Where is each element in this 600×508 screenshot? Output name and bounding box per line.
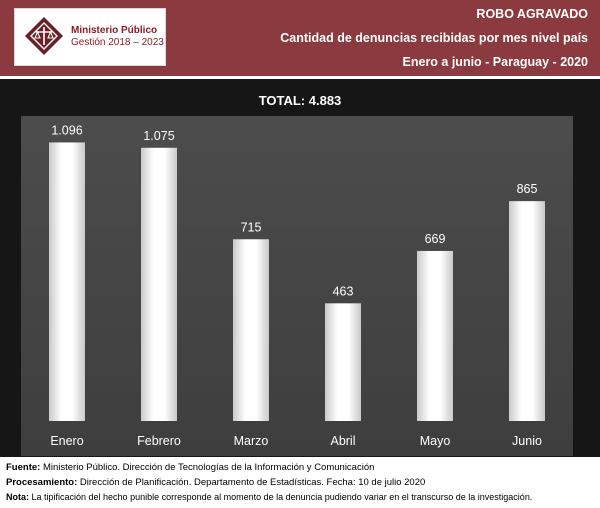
data-label-marzo: 715 — [241, 220, 262, 234]
logo-name: Ministerio Público — [71, 25, 158, 36]
x-tick-label-enero: Enero — [50, 434, 83, 448]
bar-abril — [325, 303, 361, 421]
bar-junio — [509, 201, 545, 421]
ministerio-publico-seal-icon — [25, 17, 63, 55]
footer-note-text: La tipificación del hecho punible corres… — [29, 492, 533, 502]
x-tick-label-abril: Abril — [330, 434, 355, 448]
data-label-enero: 1.096 — [51, 123, 82, 137]
report-title: ROBO AGRAVADO — [476, 7, 588, 21]
logo-period: Gestión 2018 – 2023 — [71, 37, 164, 48]
x-tick-label-marzo: Marzo — [234, 434, 269, 448]
header-banner: Ministerio Público Gestión 2018 – 2023 R… — [0, 0, 600, 76]
data-label-mayo: 669 — [425, 232, 446, 246]
data-label-febrero: 1.075 — [143, 129, 174, 143]
data-label-junio: 865 — [517, 182, 538, 196]
logo-text: Ministerio Público Gestión 2018 – 2023 — [71, 25, 164, 49]
footer-note-label: Nota: — [6, 492, 29, 502]
bar-mayo — [417, 250, 453, 421]
report-period: Enero a junio - Paraguay - 2020 — [402, 55, 588, 69]
footer-source-label: Fuente: — [6, 462, 41, 473]
bar-marzo — [233, 239, 269, 421]
footer-processing-label: Procesamiento: — [6, 477, 78, 488]
x-tick-label-mayo: Mayo — [420, 434, 451, 448]
report-subtitle: Cantidad de denuncias recibidas por mes … — [280, 31, 588, 45]
footer-processing: Procesamiento: Dirección de Planificació… — [6, 477, 425, 488]
bar-enero — [49, 142, 85, 421]
logo-box: Ministerio Público Gestión 2018 – 2023 — [14, 8, 166, 66]
bar-febrero — [141, 147, 177, 422]
footer-processing-text: Dirección de Planificación. Departamento… — [77, 477, 426, 488]
x-tick-label-febrero: Febrero — [137, 434, 181, 448]
footer-source: Fuente: Ministerio Público. Dirección de… — [6, 462, 374, 473]
chart-total: TOTAL: 4.883 — [258, 93, 342, 108]
data-label-abril: 463 — [333, 284, 354, 298]
footer-source-text: Ministerio Público. Dirección de Tecnolo… — [40, 462, 375, 473]
plot-area — [21, 116, 573, 456]
x-tick-label-junio: Junio — [512, 434, 542, 448]
bar-chart: 1.096 Enero 1.075 Febrero 715 Marzo 463 Abril 66… — [21, 116, 573, 456]
footer-note: Nota: La tipificación del hecho punible … — [6, 492, 532, 502]
